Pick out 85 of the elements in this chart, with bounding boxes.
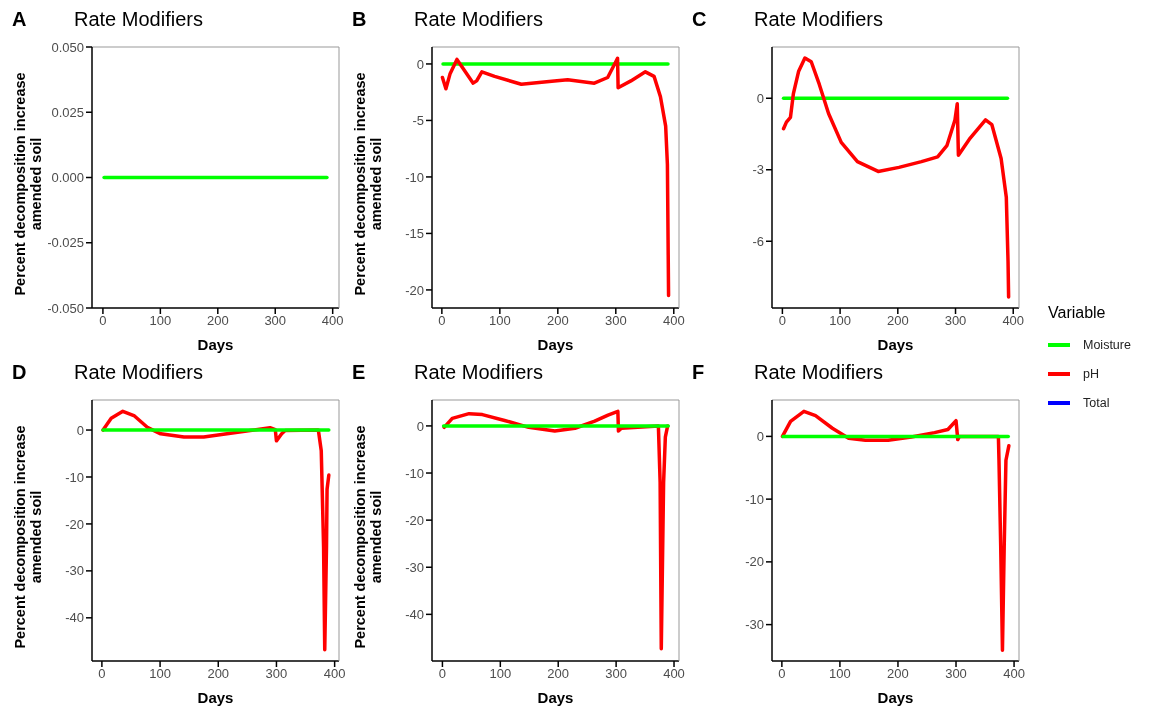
y-tick-label: -3	[752, 162, 764, 178]
y-tick-label: -10	[405, 169, 424, 185]
line-series	[440, 56, 671, 298]
x-tick-label: 200	[887, 665, 909, 681]
y-tick-label: -0.025	[47, 235, 84, 251]
x-tick-label: 300	[944, 313, 967, 329]
legend-label: pH	[1083, 366, 1099, 381]
x-tick-label: 300	[265, 665, 288, 681]
x-tick-label: 100	[829, 665, 851, 681]
x-tick-label: 0	[98, 665, 106, 681]
legend-label: Total	[1083, 395, 1110, 410]
x-axis-title: Days	[197, 688, 234, 706]
chart-title: Rate Modifiers	[74, 360, 203, 384]
y-axis-title: Percent decomposition increase amended soil	[352, 423, 384, 651]
y-tick-label: -20	[65, 516, 84, 532]
x-tick-label: 200	[546, 313, 569, 329]
y-tick-label: 0	[76, 422, 84, 438]
x-tick-label: 400	[663, 665, 685, 681]
chart-title: Rate Modifiers	[754, 8, 883, 31]
text: D	[12, 360, 27, 383]
x-tick-label: 200	[207, 665, 230, 681]
x-tick-label: 100	[488, 313, 511, 329]
y-tick-label: -30	[745, 616, 764, 632]
chart-title: Rate Modifiers	[414, 8, 543, 31]
x-tick-label: 0	[99, 313, 107, 329]
x-axis-title: Days	[537, 688, 574, 706]
x-tick-label: 200	[547, 665, 570, 681]
y-tick-label: 0	[416, 418, 424, 434]
legend-label: Moisture	[1083, 337, 1131, 352]
chart-title: Rate Modifiers	[754, 360, 883, 384]
y-tick-label: -15	[405, 226, 424, 242]
y-tick-label: 0	[756, 90, 764, 106]
y-tick-label: -40	[405, 606, 424, 622]
y-axis-title: Percent decomposition increase amended soil	[352, 71, 384, 298]
x-tick-label: 400	[1002, 313, 1025, 329]
text: B	[352, 8, 367, 30]
x-tick-label: 200	[886, 313, 909, 329]
x-tick-label: 300	[605, 665, 627, 681]
x-axis-title: Days	[537, 336, 574, 353]
x-tick-label: 100	[149, 313, 172, 329]
x-tick-label: 300	[604, 313, 627, 329]
chart-title: Rate Modifiers	[414, 360, 543, 384]
text: A	[12, 8, 27, 30]
y-tick-label: -30	[65, 562, 84, 578]
y-tick-label: -0.050	[47, 300, 84, 316]
y-tick-label: 0.000	[51, 170, 84, 186]
x-tick-label: 0	[778, 313, 787, 329]
y-axis-title: Percent decomposition increase amended soil	[12, 71, 44, 298]
x-tick-label: 200	[206, 313, 229, 329]
y-tick-label: 0.050	[51, 39, 84, 55]
x-tick-label: 0	[438, 313, 446, 329]
y-tick-label: -10	[65, 469, 84, 485]
x-axis-title: Days	[197, 336, 234, 353]
x-tick-label: 0	[778, 665, 786, 681]
x-tick-label: 400	[321, 313, 344, 329]
x-tick-label: 400	[662, 313, 685, 329]
y-tick-label: 0	[416, 56, 424, 72]
y-tick-label: -20	[405, 512, 424, 528]
line-series	[781, 56, 1011, 299]
chart-title: Rate Modifiers	[74, 8, 203, 31]
y-tick-label: -10	[745, 491, 764, 507]
x-tick-label: 300	[945, 665, 967, 681]
text: E	[352, 360, 366, 383]
x-axis-title: Days	[877, 688, 914, 706]
x-tick-label: 100	[489, 665, 512, 681]
x-tick-label: 0	[438, 665, 447, 681]
legend-title: Variable	[1048, 304, 1107, 322]
y-tick-label: -40	[65, 609, 84, 625]
x-tick-label: 300	[264, 313, 287, 329]
y-axis-title: Percent decomposition increase amended soil	[12, 423, 44, 651]
y-tick-label: -20	[745, 553, 764, 569]
y-tick-label: 0	[756, 428, 764, 444]
x-axis-title: Days	[877, 336, 914, 353]
y-tick-label: 0.025	[51, 104, 84, 120]
y-tick-label: -6	[752, 233, 764, 249]
x-tick-label: 400	[323, 665, 346, 681]
text: F	[692, 360, 705, 383]
x-tick-label: 100	[149, 665, 171, 681]
y-tick-label: -5	[412, 113, 424, 129]
y-tick-label: -20	[405, 282, 424, 298]
text: C	[692, 8, 707, 30]
y-tick-label: -30	[405, 559, 424, 575]
y-tick-label: -10	[405, 465, 424, 481]
x-tick-label: 400	[1003, 665, 1025, 681]
x-tick-label: 100	[829, 313, 851, 329]
